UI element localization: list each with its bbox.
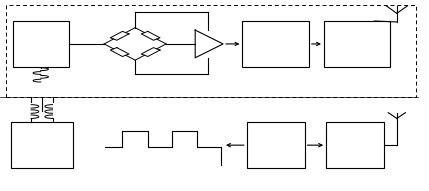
Bar (242, 21, 309, 67)
Bar (6, 5, 416, 97)
Bar (326, 122, 384, 168)
Bar (11, 122, 73, 168)
Bar (13, 21, 69, 67)
Bar (247, 122, 305, 168)
Bar (324, 21, 390, 67)
